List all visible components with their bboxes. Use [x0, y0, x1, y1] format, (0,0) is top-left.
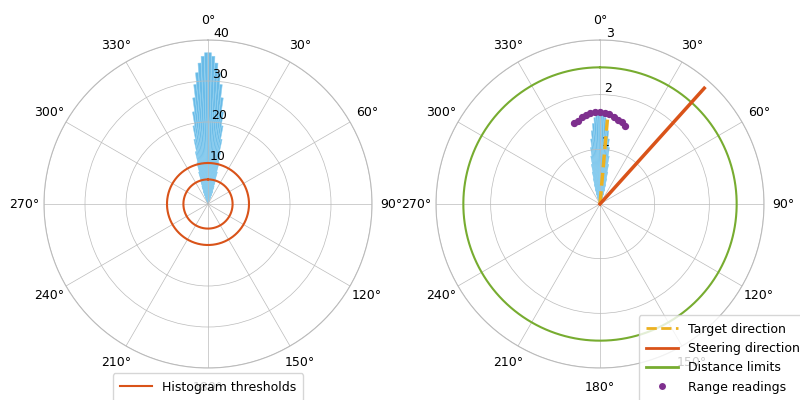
- Bar: [594, 118, 600, 204]
- Point: [594, 109, 606, 115]
- Bar: [208, 152, 221, 204]
- Bar: [195, 152, 208, 204]
- Bar: [198, 172, 208, 204]
- Bar: [208, 98, 223, 204]
- Bar: [194, 139, 208, 204]
- Bar: [200, 180, 208, 204]
- Bar: [201, 56, 208, 204]
- Bar: [590, 156, 600, 204]
- Bar: [208, 63, 218, 204]
- Bar: [591, 164, 600, 204]
- Bar: [600, 148, 610, 204]
- Legend: Target direction, Steering direction, Distance limits, Range readings: Target direction, Steering direction, Di…: [639, 315, 800, 400]
- Bar: [208, 162, 219, 204]
- Bar: [208, 186, 214, 204]
- Point: [567, 120, 580, 127]
- Bar: [600, 139, 610, 204]
- Point: [607, 113, 620, 120]
- Bar: [592, 172, 600, 204]
- Bar: [600, 131, 609, 204]
- Bar: [208, 172, 218, 204]
- Bar: [202, 186, 208, 204]
- Bar: [208, 191, 213, 204]
- Bar: [600, 124, 608, 204]
- Bar: [600, 179, 607, 204]
- Bar: [194, 84, 208, 204]
- Bar: [203, 191, 208, 204]
- Bar: [593, 179, 600, 204]
- Bar: [208, 53, 211, 204]
- Bar: [590, 139, 600, 204]
- Point: [589, 109, 602, 116]
- Bar: [597, 196, 600, 204]
- Bar: [600, 196, 603, 204]
- Bar: [590, 148, 600, 204]
- Bar: [600, 189, 605, 204]
- Point: [575, 114, 588, 120]
- Point: [584, 110, 597, 116]
- Bar: [600, 164, 609, 204]
- Point: [571, 117, 584, 124]
- Bar: [208, 84, 222, 204]
- Bar: [595, 189, 600, 204]
- Bar: [592, 124, 600, 204]
- Bar: [198, 63, 208, 204]
- Bar: [600, 156, 610, 204]
- Point: [603, 111, 616, 118]
- Bar: [197, 162, 208, 204]
- Bar: [195, 73, 208, 204]
- Bar: [208, 139, 222, 204]
- Bar: [208, 180, 216, 204]
- Bar: [596, 114, 600, 204]
- Bar: [193, 98, 208, 204]
- Bar: [193, 126, 208, 204]
- Bar: [600, 114, 604, 204]
- Bar: [594, 184, 600, 204]
- Bar: [208, 73, 221, 204]
- Point: [598, 110, 611, 116]
- Bar: [600, 184, 606, 204]
- Point: [615, 119, 628, 125]
- Bar: [193, 112, 208, 204]
- Bar: [205, 53, 208, 204]
- Bar: [600, 172, 608, 204]
- Bar: [598, 111, 600, 204]
- Legend: Histogram thresholds: Histogram thresholds: [113, 373, 303, 400]
- Bar: [600, 193, 604, 204]
- Point: [579, 112, 592, 118]
- Bar: [596, 193, 600, 204]
- Bar: [208, 56, 215, 204]
- Bar: [208, 112, 223, 204]
- Point: [611, 116, 624, 123]
- Bar: [600, 118, 606, 204]
- Point: [619, 123, 632, 129]
- Bar: [208, 126, 223, 204]
- Bar: [600, 111, 602, 204]
- Bar: [591, 131, 600, 204]
